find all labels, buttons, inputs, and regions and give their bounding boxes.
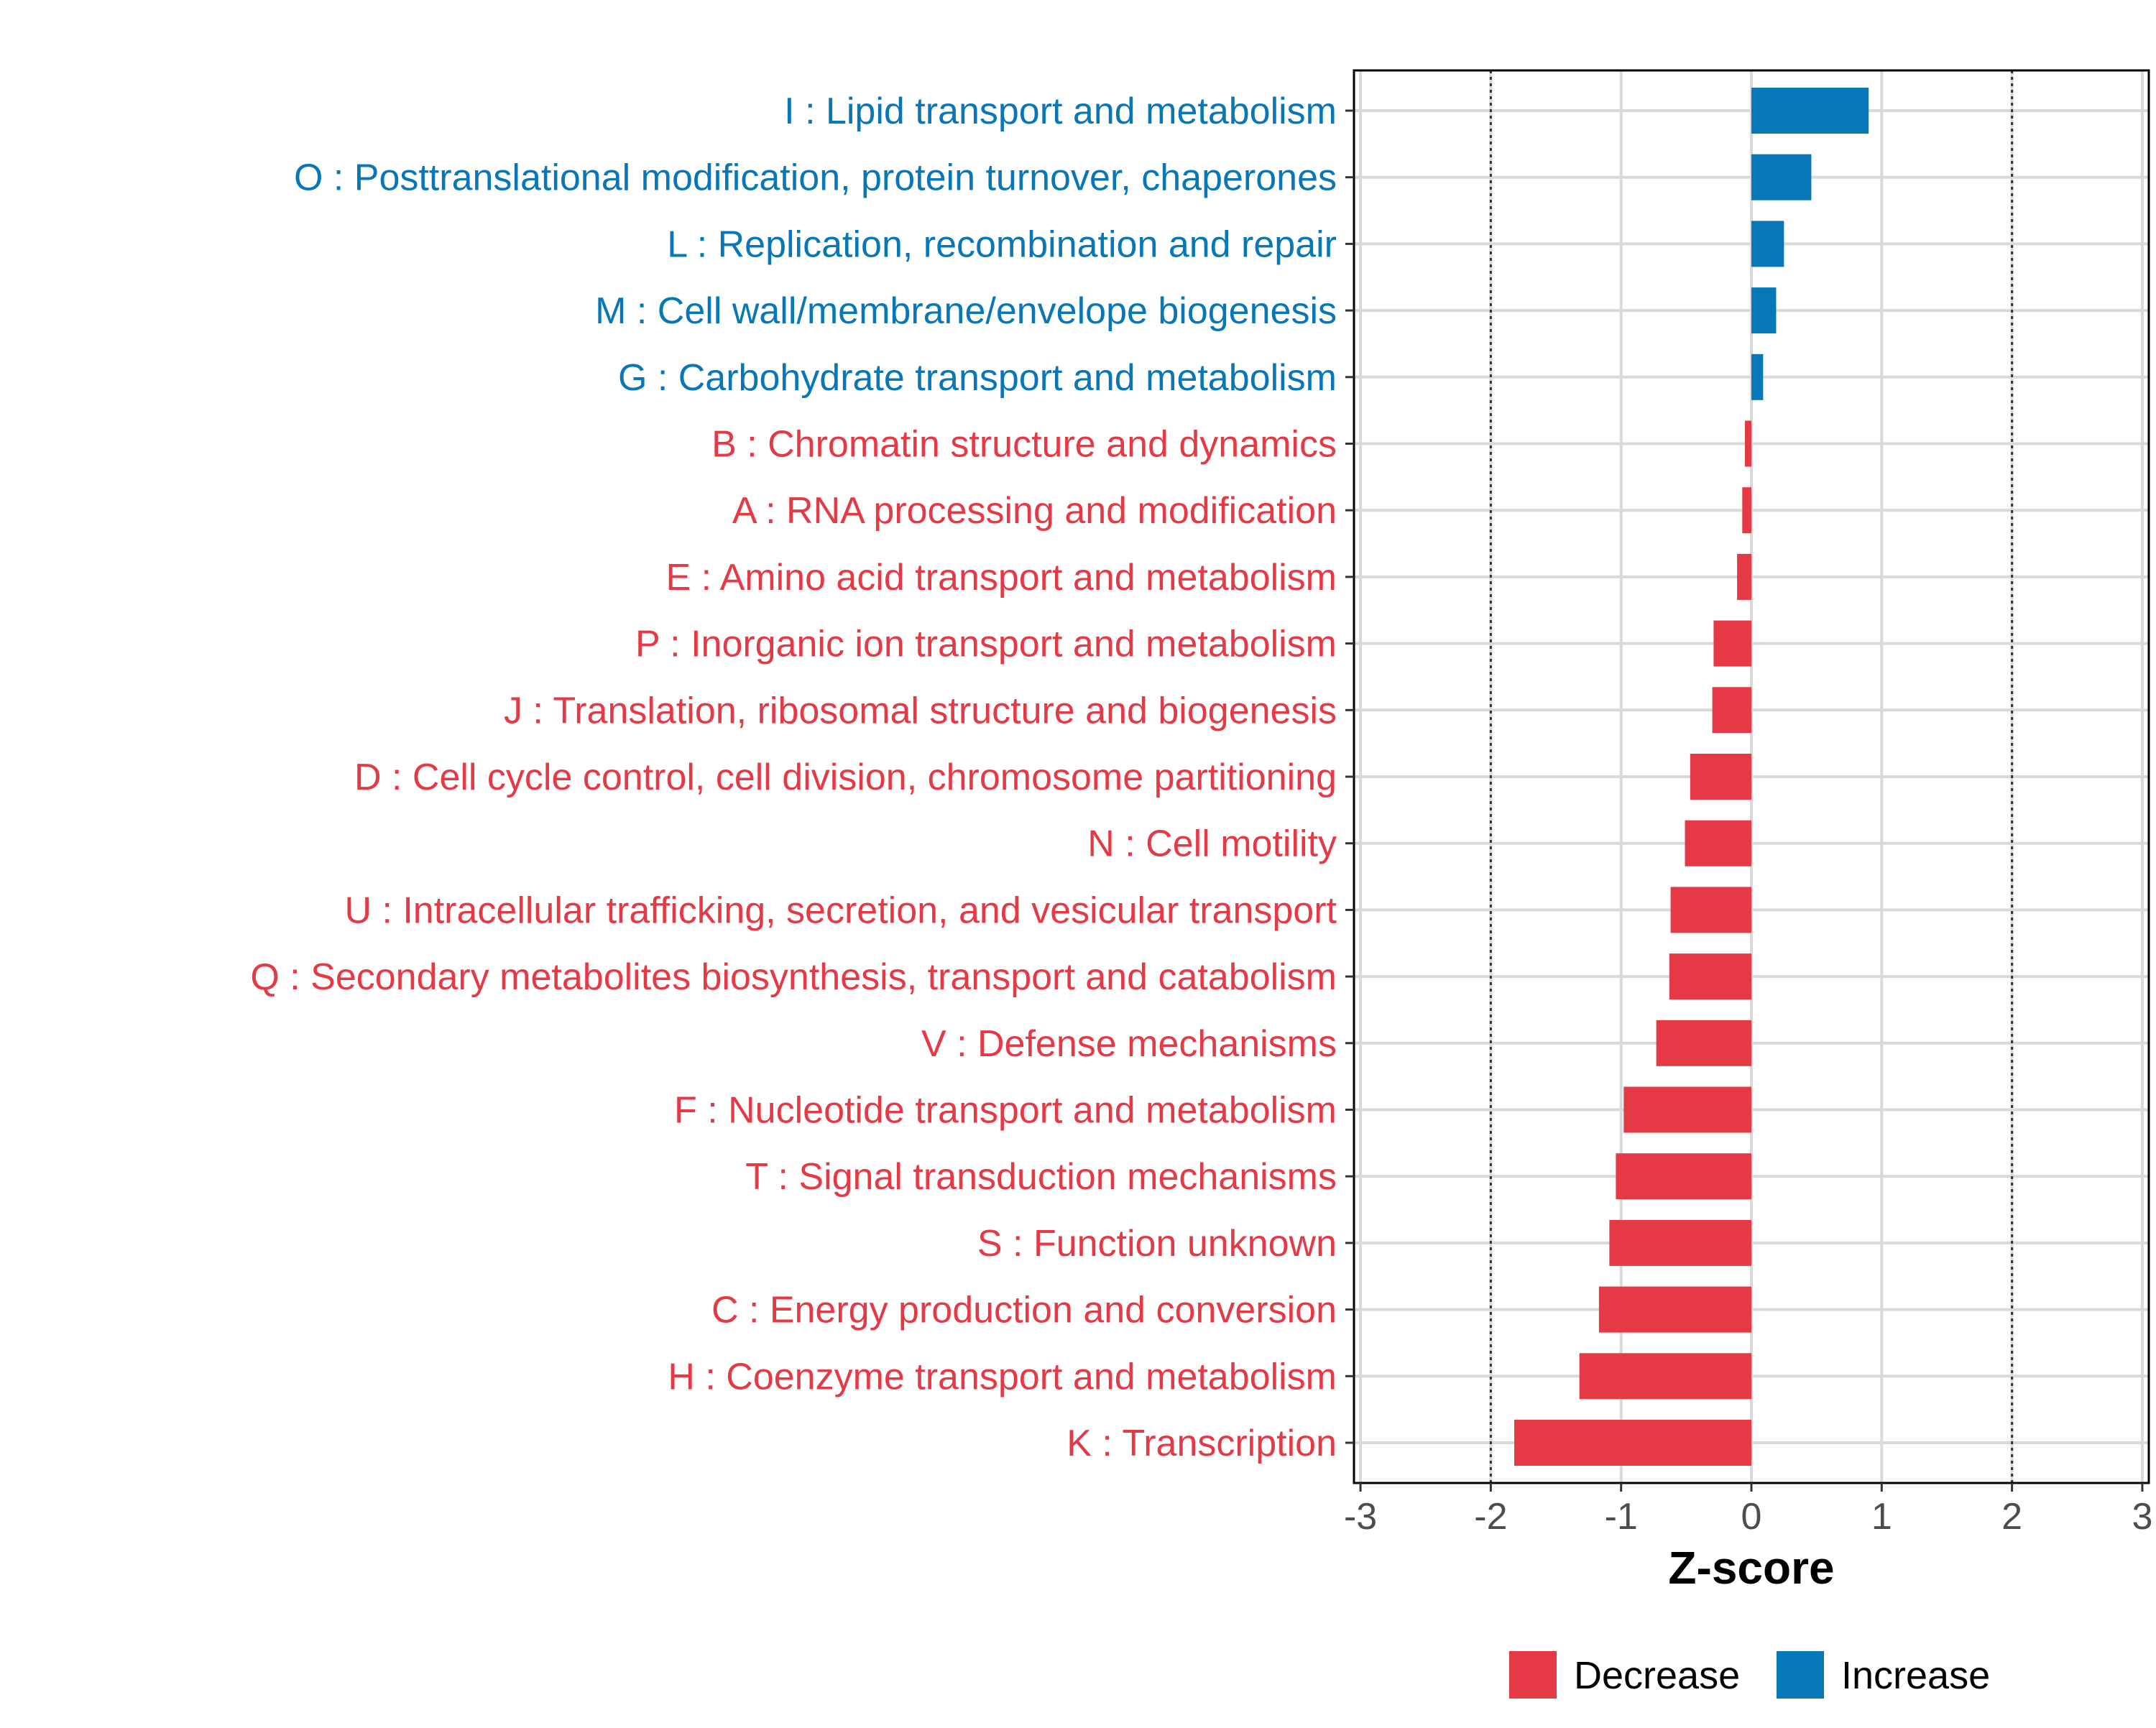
bar <box>1656 1020 1751 1066</box>
y-tick-label: P : Inorganic ion transport and metaboli… <box>635 624 1337 665</box>
y-tick-label: I : Lipid transport and metabolism <box>784 91 1337 132</box>
y-tick-label: C : Energy production and conversion <box>711 1290 1337 1331</box>
x-axis-ticks: -3 -2 -1 0 1 2 3 <box>1344 1483 2152 1538</box>
legend-label: Decrease <box>1574 1654 1740 1697</box>
y-tick-label: G : Carbohydrate transport and metabolis… <box>618 357 1337 399</box>
x-tick-label: 3 <box>2132 1496 2152 1538</box>
y-tick-label: T : Signal transduction mechanisms <box>745 1156 1337 1198</box>
bar <box>1685 820 1751 867</box>
y-tick-label: M : Cell wall/membrane/envelope biogenes… <box>595 290 1337 332</box>
x-tick-label: -3 <box>1344 1496 1377 1538</box>
bar <box>1751 354 1764 400</box>
x-tick-label: 0 <box>1741 1496 1762 1538</box>
y-tick-label: Q : Secondary metabolites biosynthesis, … <box>250 956 1337 998</box>
bar <box>1751 88 1869 134</box>
x-tick-label: 1 <box>1871 1496 1892 1538</box>
bar <box>1669 953 1751 1000</box>
x-tick-label: -1 <box>1605 1496 1638 1538</box>
bars <box>1514 88 1869 1466</box>
bar <box>1751 221 1784 267</box>
y-tick-label: N : Cell motility <box>1087 823 1337 865</box>
y-axis-labels: I : Lipid transport and metabolism O : Po… <box>250 91 1337 1464</box>
legend-key <box>1509 1651 1557 1699</box>
bar <box>1737 553 1751 600</box>
y-tick-label: J : Translation, ribosomal structure and… <box>504 690 1337 731</box>
bar <box>1742 487 1751 534</box>
x-axis-title: Z-score <box>1668 1542 1834 1594</box>
y-tick-label: U : Intracellular trafficking, secretion… <box>344 890 1337 931</box>
bar <box>1616 1153 1751 1200</box>
bar <box>1514 1420 1751 1466</box>
y-axis-ticks <box>1345 109 1354 1444</box>
bar <box>1712 687 1751 734</box>
y-tick-label: F : Nucleotide transport and metabolism <box>674 1090 1337 1132</box>
legend: Decrease Increase <box>1509 1651 1990 1699</box>
x-tick-label: -2 <box>1474 1496 1507 1538</box>
legend-label: Increase <box>1841 1654 1990 1697</box>
y-tick-label: H : Coenzyme transport and metabolism <box>668 1356 1337 1397</box>
bar <box>1713 620 1751 667</box>
bar <box>1623 1086 1751 1133</box>
reference-lines <box>1489 70 2014 1483</box>
bar <box>1744 420 1751 467</box>
y-tick-label: O : Posttranslational modification, prot… <box>294 157 1337 199</box>
y-tick-label: S : Function unknown <box>977 1223 1337 1265</box>
bar <box>1598 1286 1751 1333</box>
bar <box>1751 154 1812 200</box>
y-tick-label: B : Chromatin structure and dynamics <box>711 424 1337 466</box>
x-tick-label: 2 <box>2001 1496 2022 1538</box>
bar <box>1670 887 1751 933</box>
y-tick-label: D : Cell cycle control, cell division, c… <box>354 757 1337 798</box>
y-tick-label: L : Replication, recombination and repai… <box>667 223 1337 265</box>
bar <box>1609 1219 1751 1266</box>
y-tick-label: K : Transcription <box>1067 1423 1337 1464</box>
bar <box>1690 754 1751 800</box>
bar <box>1579 1353 1751 1400</box>
bar <box>1751 287 1777 334</box>
y-tick-label: A : RNA processing and modification <box>732 490 1337 532</box>
y-tick-label: V : Defense mechanisms <box>921 1023 1337 1065</box>
legend-key <box>1777 1651 1824 1699</box>
y-tick-label: E : Amino acid transport and metabolism <box>665 557 1337 599</box>
